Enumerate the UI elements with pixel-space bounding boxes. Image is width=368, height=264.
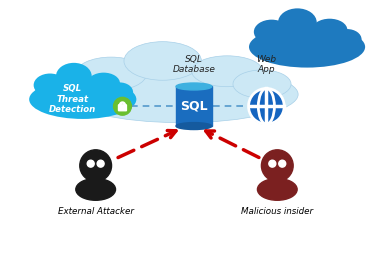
Circle shape [114,97,131,115]
Ellipse shape [333,29,362,50]
Ellipse shape [312,19,347,41]
Ellipse shape [249,26,365,68]
Ellipse shape [254,20,289,44]
Circle shape [248,88,284,124]
Ellipse shape [33,73,66,97]
Text: Web
App: Web App [256,55,276,74]
Circle shape [80,150,112,181]
Circle shape [97,160,104,167]
Ellipse shape [87,73,120,94]
Text: External Attacker: External Attacker [58,207,134,216]
Text: SQL: SQL [180,100,208,113]
Ellipse shape [56,63,92,89]
Text: SQL
Threat
Detection: SQL Threat Detection [49,84,96,114]
Ellipse shape [106,82,133,102]
Ellipse shape [66,66,298,123]
Circle shape [261,150,293,181]
Ellipse shape [75,57,146,91]
Ellipse shape [192,56,263,87]
Ellipse shape [29,80,137,119]
FancyBboxPatch shape [176,87,212,126]
Text: Malicious insider: Malicious insider [241,207,314,216]
Ellipse shape [258,178,297,200]
FancyBboxPatch shape [90,168,102,181]
Circle shape [87,160,94,167]
Circle shape [269,160,276,167]
Ellipse shape [124,42,201,80]
Text: SQL
Database: SQL Database [173,55,215,74]
Ellipse shape [278,8,317,37]
Circle shape [279,160,286,167]
Ellipse shape [176,122,212,130]
Ellipse shape [233,70,291,98]
Ellipse shape [76,178,116,200]
Ellipse shape [176,83,212,90]
FancyBboxPatch shape [271,168,283,181]
FancyBboxPatch shape [118,105,127,111]
